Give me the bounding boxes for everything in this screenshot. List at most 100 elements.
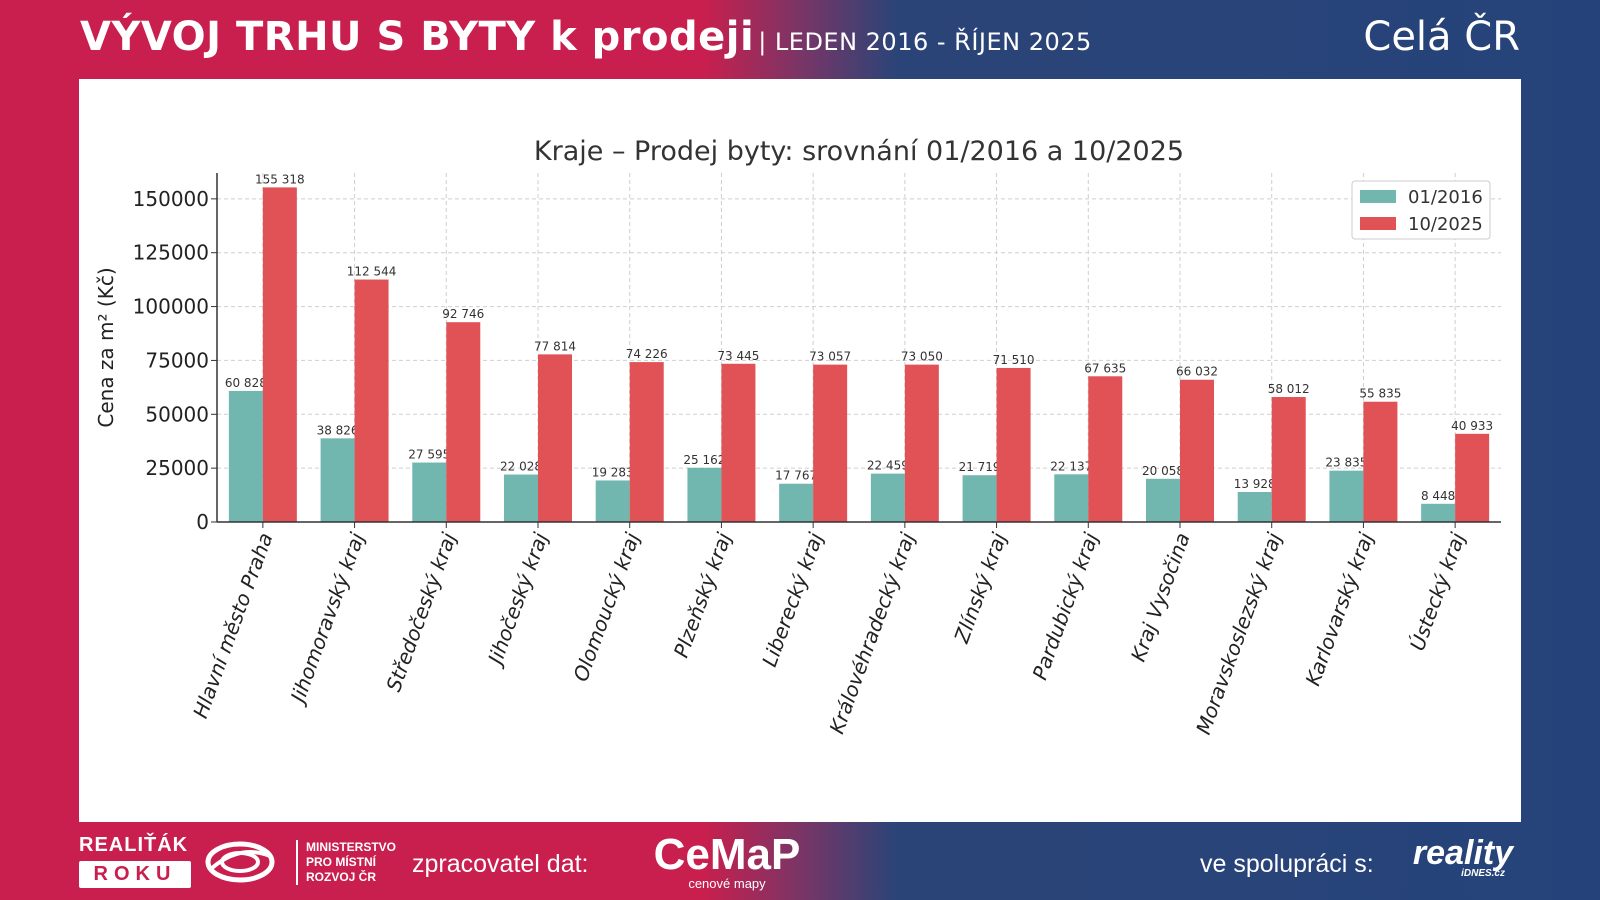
cemap-logo: CeMaP cenové mapy	[642, 830, 812, 892]
x-tick-label: Jihočeský kraj	[482, 529, 553, 671]
x-tick-label: Ústecký kraj	[1405, 529, 1470, 654]
bar-10-2025	[538, 354, 572, 522]
bar-01-2016	[1329, 470, 1364, 522]
data-label: 73 057	[809, 350, 851, 364]
data-label: 73 050	[901, 350, 943, 364]
data-label: 58 012	[1268, 382, 1310, 396]
region-label: Celá ČR	[1363, 14, 1520, 60]
reality-logo-name: reality	[1412, 834, 1514, 872]
bar-10-2025	[721, 363, 756, 522]
y-axis-label: Cena za m² (Kč)	[94, 267, 118, 427]
data-label: 112 544	[347, 265, 397, 279]
bar-10-2025	[904, 364, 939, 522]
data-label: 67 635	[1084, 361, 1126, 375]
bar-10-2025	[629, 362, 664, 522]
data-label: 40 933	[1451, 419, 1493, 433]
bar-10-2025	[446, 322, 481, 522]
data-label: 55 835	[1359, 387, 1401, 401]
x-tick-label: Jihomoravský kraj	[284, 529, 369, 709]
ministry-logo-text: MINISTERSTVO PRO MÍSTNÍ ROZVOJ ČR	[296, 840, 396, 885]
x-tick-label: Olomoucký kraj	[568, 529, 644, 685]
y-tick-label: 0	[196, 510, 209, 534]
page-title-period: | LEDEN 2016 - ŘÍJEN 2025	[758, 28, 1092, 56]
realitak-roku-logo: REALIŤÁK ROKU	[79, 834, 195, 888]
bar-10-2025	[1455, 433, 1490, 522]
x-tick-label: Středočeský kraj	[381, 529, 461, 695]
data-label: 73 445	[717, 349, 759, 363]
x-tick-label: Liberecký kraj	[757, 529, 828, 670]
bar-01-2016	[1237, 491, 1272, 522]
footer: REALIŤÁK ROKU MINISTERSTVO PRO MÍSTNÍ RO…	[0, 828, 1600, 900]
chart-panel: Kraje – Prodej byty: srovnání 01/2016 a …	[79, 79, 1521, 822]
bar-chart: Kraje – Prodej byty: srovnání 01/2016 a …	[94, 136, 1501, 738]
data-label: 20 058	[1142, 464, 1184, 478]
page-title: VÝVOJ TRHU S BYTY k prodeji | LEDEN 2016 …	[80, 14, 1092, 60]
y-tick-label: 50000	[145, 402, 209, 426]
x-tick-label: Kraj Vysočina	[1126, 530, 1195, 665]
data-label: 60 828	[225, 376, 267, 390]
bar-01-2016	[412, 462, 447, 522]
data-label: 22 028	[500, 460, 542, 474]
ministry-emblem-icon	[205, 841, 275, 883]
x-tick-label: Zlínský kraj	[949, 529, 1011, 647]
bar-01-2016	[1146, 478, 1180, 522]
bar-10-2025	[262, 187, 297, 522]
bar-01-2016	[779, 483, 814, 522]
realitak-logo-top: REALIŤÁK	[79, 834, 189, 856]
bar-10-2025	[1271, 397, 1306, 522]
y-tick-label: 75000	[145, 348, 209, 372]
data-label: 13 928	[1234, 477, 1276, 491]
bar-10-2025	[1363, 401, 1398, 522]
data-label: 38 826	[317, 423, 359, 437]
x-tick-label: Královéhradecký kraj	[824, 529, 919, 737]
bar-10-2025	[1088, 376, 1123, 522]
realitak-logo-bottom: ROKU	[79, 861, 191, 888]
ministry-line-3: ROZVOJ ČR	[306, 870, 377, 884]
bar-10-2025	[354, 279, 389, 522]
data-processor-label: zpracovatel dat:	[412, 850, 589, 878]
chart-title: Kraje – Prodej byty: srovnání 01/2016 a …	[534, 136, 1184, 167]
reality-idnes-logo: reality iDNES.cz	[1405, 834, 1521, 879]
legend-label: 01/2016	[1408, 187, 1483, 208]
data-label: 25 162	[683, 453, 725, 467]
page-title-main: VÝVOJ TRHU S BYTY k prodeji	[80, 14, 755, 60]
bar-01-2016	[962, 475, 997, 522]
x-tick-label: Karlovarský kraj	[1301, 529, 1379, 689]
data-label: 74 226	[626, 347, 668, 361]
x-tick-label: Moravskoslezský kraj	[1191, 529, 1286, 737]
cemap-logo-tagline: cenové mapy	[688, 876, 766, 891]
bar-01-2016	[1421, 503, 1456, 522]
y-tick-label: 100000	[133, 295, 209, 319]
cooperation-label: ve spolupráci s:	[1200, 850, 1374, 878]
data-label: 66 032	[1176, 365, 1218, 379]
data-label: 19 283	[592, 465, 634, 479]
data-label: 8 448	[1421, 489, 1455, 503]
legend-swatch	[1360, 190, 1396, 203]
data-label: 92 746	[442, 307, 484, 321]
bar-01-2016	[595, 480, 630, 522]
data-label: 71 510	[993, 353, 1035, 367]
reality-logo-domain: iDNES.cz	[1461, 868, 1505, 879]
x-tick-label: Plzeňský kraj	[669, 529, 736, 661]
data-label: 21 719	[959, 460, 1001, 474]
bar-10-2025	[996, 367, 1031, 522]
legend-label: 10/2025	[1408, 214, 1483, 235]
x-tick-label: Pardubický kraj	[1028, 529, 1104, 683]
data-label: 155 318	[255, 172, 305, 186]
bar-01-2016	[687, 467, 722, 522]
y-tick-label: 125000	[133, 241, 209, 265]
legend-swatch	[1360, 217, 1396, 230]
x-tick-label: Hlavní město Praha	[188, 530, 277, 722]
bar-01-2016	[320, 438, 355, 522]
bar-01-2016	[228, 390, 263, 522]
y-tick-label: 25000	[145, 456, 209, 480]
data-label: 22 137	[1050, 459, 1092, 473]
data-label: 27 595	[408, 448, 450, 462]
data-label: 23 835	[1325, 456, 1367, 470]
bar-01-2016	[870, 473, 905, 522]
bar-01-2016	[504, 474, 538, 522]
cemap-logo-name: CeMaP	[653, 830, 801, 879]
ministry-line-1: MINISTERSTVO	[306, 840, 397, 854]
data-label: 77 814	[534, 339, 576, 353]
data-label: 17 767	[775, 469, 817, 483]
